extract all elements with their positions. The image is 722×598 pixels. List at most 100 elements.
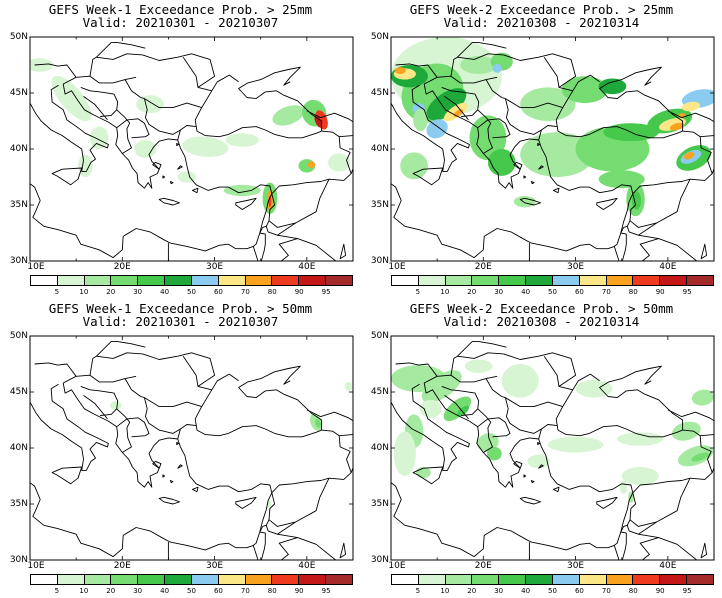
lat-label: 35N [370, 200, 389, 210]
probability-area [344, 381, 353, 391]
colorbar-swatch [660, 276, 688, 285]
colorbar-label: 10 [79, 587, 89, 595]
probability-area [460, 56, 498, 74]
probability-area [51, 76, 92, 122]
probability-field [30, 42, 353, 261]
colorbar-swatch [57, 276, 85, 285]
probability-area [182, 136, 229, 158]
colorbar-swatch [526, 276, 553, 285]
colorbar-swatch [111, 575, 139, 584]
probability-area [421, 370, 462, 403]
colorbar-swatch [579, 575, 607, 584]
colorbar-label: 20 [106, 587, 116, 595]
lat-label: 35N [9, 200, 28, 210]
lat-label: 30N [370, 256, 389, 266]
colorbar-label: 95 [682, 587, 692, 595]
colorbar-label: 95 [321, 587, 331, 595]
lat-label: 30N [9, 555, 28, 565]
colorbar-swatch [218, 575, 246, 584]
probability-area [419, 399, 442, 418]
colorbar-swatch [418, 276, 446, 285]
colorbar-swatch [526, 575, 553, 584]
lon-label: 30E [205, 561, 224, 571]
probability-area [413, 108, 428, 132]
lat-label: 40N [370, 443, 389, 453]
probability-area [394, 67, 406, 74]
colorbar-label: 95 [321, 288, 331, 296]
probability-area [527, 454, 550, 469]
colorbar-swatch [84, 276, 112, 285]
panel-title: GEFS Week-2 Exceedance Prob. > 25mm [409, 2, 674, 17]
panel-title: GEFS Week-1 Exceedance Prob. > 50mm [48, 301, 313, 316]
probability-area [393, 431, 416, 476]
colorbar-label: 90 [294, 587, 304, 595]
probability-area [669, 122, 685, 131]
lon-label: 10E [388, 262, 406, 272]
probability-field [391, 341, 714, 560]
colorbar-swatch [392, 276, 419, 285]
colorbar-label: 60 [574, 288, 584, 296]
panel-valid-dates: Valid: 20210308 - 20210314 [443, 15, 640, 30]
lon-label: 30E [566, 262, 585, 272]
colorbar-label: 80 [267, 288, 277, 296]
colorbar-swatch [84, 575, 112, 584]
colorbar-swatch [138, 575, 166, 584]
colorbar-label: 5 [54, 288, 60, 296]
colorbar-label: 10 [440, 587, 450, 595]
colorbar-label: 80 [628, 288, 638, 296]
probability-area [426, 119, 448, 139]
colorbar [391, 275, 714, 286]
colorbar-label: 10 [79, 288, 89, 296]
colorbar-swatch [392, 575, 419, 584]
lat-label: 30N [370, 555, 389, 565]
colorbar-swatch [633, 575, 661, 584]
probability-area [30, 58, 54, 72]
colorbar-swatch [299, 575, 327, 584]
probability-area [617, 432, 664, 446]
probability-area [314, 419, 321, 428]
colorbar-label: 90 [655, 288, 665, 296]
colorbar-label: 60 [574, 587, 584, 595]
colorbar-swatch [445, 575, 473, 584]
probability-area [683, 151, 695, 160]
lon-label: 30E [566, 561, 585, 571]
lat-label: 40N [9, 144, 28, 154]
colorbar-swatch [272, 276, 300, 285]
probability-field [391, 37, 714, 261]
lat-label: 50N [9, 32, 28, 42]
precip-map [29, 36, 354, 262]
probability-area [547, 436, 604, 453]
probability-area [492, 63, 502, 73]
coastlines-borders [30, 42, 353, 261]
colorbar-label: 50 [187, 288, 196, 296]
probability-area [89, 126, 109, 149]
probability-area [136, 95, 164, 114]
probability-area [575, 379, 613, 398]
lon-label: 10E [388, 561, 406, 571]
colorbar-swatch [57, 575, 85, 584]
colorbar-swatch [191, 276, 219, 285]
probability-area [513, 196, 536, 208]
colorbar-swatch [687, 575, 713, 584]
map-panel-week1-50mm: GEFS Week-1 Exceedance Prob. > 50mm Vali… [0, 299, 361, 598]
probability-area [415, 467, 431, 479]
lat-label: 40N [370, 144, 389, 154]
probability-area [272, 105, 305, 126]
colorbar-label: 40 [521, 288, 531, 296]
colorbar-label: 5 [415, 587, 421, 595]
colorbar-label: 30 [494, 587, 504, 595]
colorbar-label: 70 [601, 288, 611, 296]
colorbar-label: 80 [628, 587, 638, 595]
lat-label: 35N [370, 499, 389, 509]
colorbar-swatch [472, 276, 500, 285]
colorbar-label: 50 [187, 587, 196, 595]
colorbar-label: 5 [54, 587, 60, 595]
colorbar-label: 40 [160, 587, 170, 595]
probability-area [134, 140, 157, 158]
colorbar [391, 574, 714, 585]
probability-field [30, 341, 353, 560]
precip-map [390, 36, 715, 262]
lon-label: 20E [113, 561, 131, 571]
colorbar-label: 70 [240, 587, 250, 595]
colorbar-label: 10 [440, 288, 450, 296]
